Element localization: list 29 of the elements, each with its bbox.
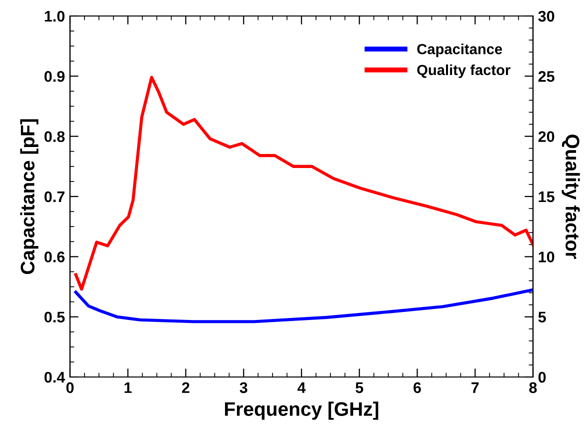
y2-tick-label: 10 [538, 252, 554, 262]
x-axis-title: Frequency [GHz] [225, 402, 378, 420]
x-tick-label: 5 [356, 382, 364, 394]
y-tick-label: 0.9 [44, 71, 65, 82]
y-tick-label: 0.6 [44, 252, 65, 262]
legend-label: Quality factor [417, 64, 510, 78]
y2-tick-label: 5 [538, 312, 546, 323]
line-series [74, 288, 533, 324]
x-tick-label: 1 [124, 382, 132, 393]
y2-tick-label: 25 [538, 71, 554, 82]
x-tick-label: 4 [297, 382, 306, 393]
y2-tick-label: 20 [538, 131, 554, 142]
x-tick-label: 6 [414, 382, 421, 394]
y-tick-label: 0.5 [44, 312, 65, 323]
y-tick-label: 1.0 [44, 10, 65, 22]
x-tick-label: 7 [472, 382, 479, 393]
y2-tick-label: 15 [538, 192, 554, 202]
x-tick-label: 8 [529, 382, 537, 394]
x-tick-label: 3 [240, 382, 248, 394]
y-axis-title: Capacitance [pF] [20, 119, 38, 274]
y2-axis-title: Quality factor [562, 134, 580, 259]
x-tick-label: 2 [182, 382, 190, 393]
y2-tick-label: 0 [538, 372, 546, 383]
y-tick-label: 0.7 [44, 191, 64, 202]
y-tick-label: 0.8 [44, 131, 65, 142]
legend-label: Capacitance [417, 44, 502, 58]
y2-tick-label: 30 [538, 10, 554, 22]
x-tick-label: 0 [66, 382, 74, 394]
y-tick-label: 0.4 [44, 372, 66, 383]
